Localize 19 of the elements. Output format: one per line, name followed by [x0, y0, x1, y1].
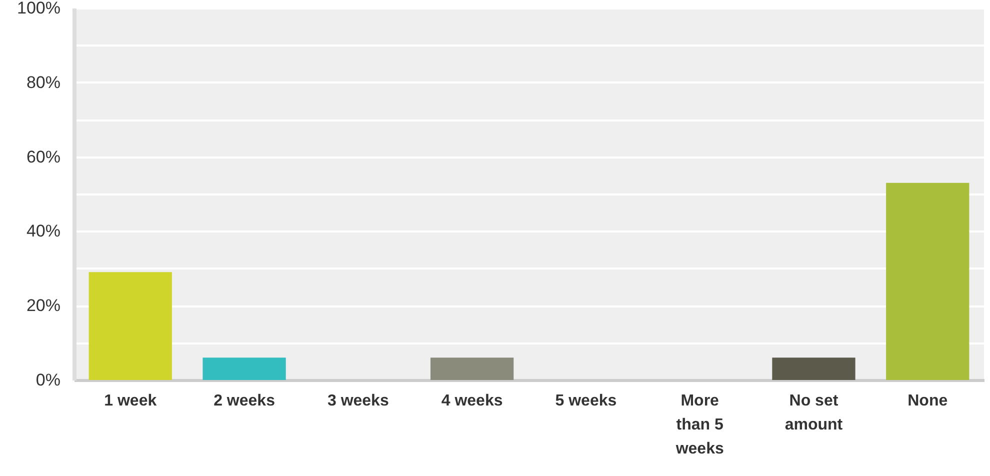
x-tick-label: 1 week [104, 392, 157, 410]
x-tick-label: 4 weeks [441, 392, 503, 410]
y-tick-label: 80% [26, 72, 60, 92]
x-tick-label: None [908, 392, 948, 410]
y-tick-label: 60% [26, 147, 60, 166]
y-tick-label: 100% [17, 0, 60, 18]
y-tick-label: 40% [26, 222, 60, 241]
x-tick-label: 5 weeks [555, 392, 617, 410]
bar [886, 182, 970, 380]
y-tick-label: 20% [26, 296, 60, 316]
x-tick-label: More than 5 weeks [674, 392, 724, 458]
x-tick-label: No set amount [784, 392, 844, 434]
y-tick-label: 0% [36, 370, 60, 390]
bar [430, 358, 514, 380]
bar [202, 358, 286, 380]
x-tick-label: 3 weeks [327, 392, 389, 410]
bar [88, 272, 172, 380]
bar [772, 358, 856, 380]
x-tick-label: 2 weeks [214, 392, 276, 410]
